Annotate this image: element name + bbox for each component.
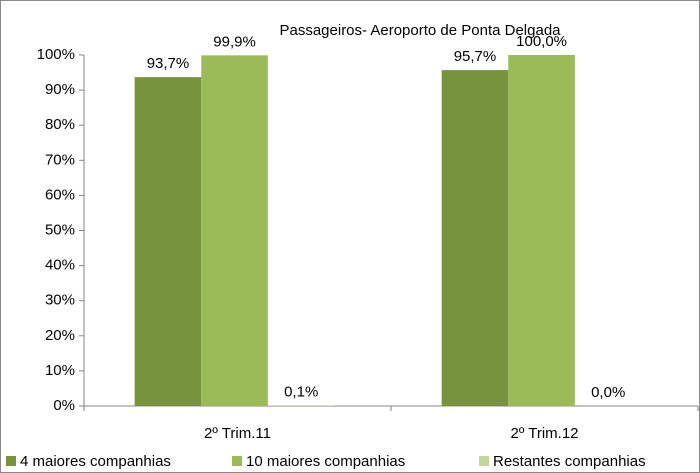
value-label: 0,0% bbox=[591, 384, 625, 401]
bar bbox=[134, 77, 202, 406]
y-tick-label: 70% bbox=[45, 151, 75, 168]
x-tick-label: 2º Trim.11 bbox=[204, 425, 271, 442]
y-tick-label: 80% bbox=[45, 116, 75, 133]
legend-label: 10 maiores companhias bbox=[246, 453, 405, 470]
value-label: 99,9% bbox=[213, 33, 256, 50]
y-tick-label: 90% bbox=[45, 81, 75, 98]
y-tick-label: 20% bbox=[45, 327, 75, 344]
bar bbox=[441, 70, 509, 406]
legend-label: 4 maiores companhias bbox=[20, 453, 171, 470]
legend-swatch bbox=[479, 456, 489, 466]
y-tick-label: 60% bbox=[45, 186, 75, 203]
y-tick-label: 10% bbox=[45, 362, 75, 379]
y-tick-label: 50% bbox=[45, 221, 75, 238]
x-tick-label: 2º Trim.12 bbox=[511, 425, 579, 442]
value-label: 93,7% bbox=[147, 55, 190, 72]
bar bbox=[508, 55, 575, 406]
value-label: 95,7% bbox=[454, 48, 497, 65]
legend-swatch bbox=[6, 456, 16, 466]
value-label: 100,0% bbox=[516, 33, 567, 50]
chart-title: Passageiros- Aeroporto de Ponta Delgada bbox=[279, 22, 561, 39]
y-tick-label: 0% bbox=[53, 397, 75, 414]
legend-swatch bbox=[232, 456, 242, 466]
y-tick-label: 30% bbox=[45, 292, 75, 309]
bar bbox=[201, 55, 268, 406]
value-label: 0,1% bbox=[284, 384, 318, 401]
legend-label: Restantes companhias bbox=[493, 453, 646, 470]
y-tick-label: 40% bbox=[45, 257, 75, 274]
y-tick-label: 100% bbox=[37, 46, 75, 63]
